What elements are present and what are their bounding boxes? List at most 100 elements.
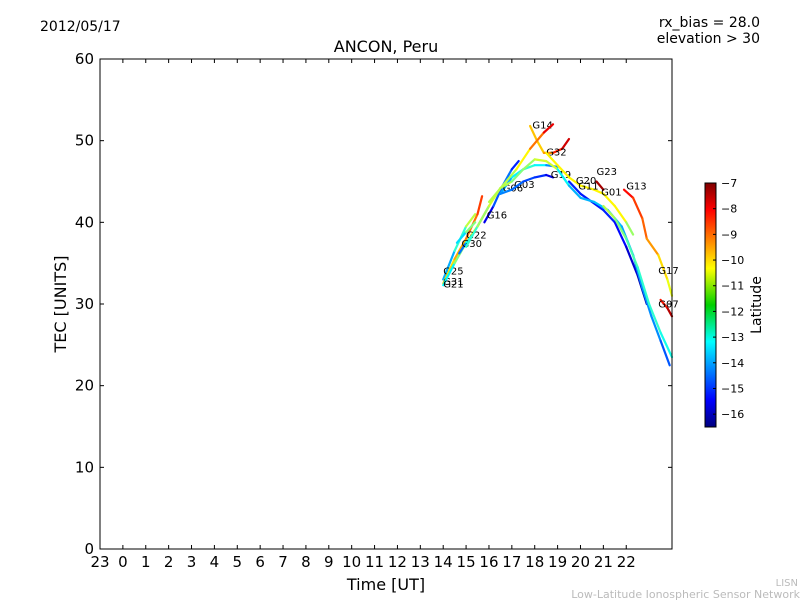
series-segment	[602, 209, 616, 224]
x-tick-label: 16	[479, 553, 498, 571]
series-segment	[483, 204, 495, 224]
series-label: G01	[601, 187, 621, 198]
series-segment	[645, 237, 660, 257]
plot-frame	[99, 58, 673, 550]
y-tick-label: 50	[75, 132, 94, 150]
colorbar-ticks: −7 −8 −9 −10 −11 −12 −13 −14 −15 −16	[713, 177, 744, 421]
colorbar-tick-label: −14	[721, 357, 744, 370]
series-segment	[499, 188, 513, 195]
series-g23: G23	[595, 167, 617, 191]
elevation-label: elevation > 30	[657, 31, 760, 47]
series-segment	[542, 123, 555, 134]
x-tick-label: 13	[411, 553, 430, 571]
x-tick-label: 20	[571, 553, 590, 571]
series-segment	[567, 176, 582, 187]
series-segment	[567, 180, 582, 195]
date-label: 2012/05/17	[40, 19, 121, 35]
series-segment	[613, 204, 628, 224]
series-segment	[622, 188, 635, 199]
x-tick-label: 23	[90, 553, 109, 571]
series-segment	[647, 302, 662, 334]
colorbar-tick-label: −8	[721, 203, 737, 216]
series-g17: G17	[602, 204, 679, 359]
series-segment	[657, 253, 669, 281]
x-tick-label: 19	[548, 553, 567, 571]
series-segment	[528, 131, 546, 150]
y-tick-label: 40	[75, 213, 94, 231]
x-tick-label: 12	[388, 553, 407, 571]
series-segment	[593, 188, 605, 195]
series-segment	[625, 221, 635, 236]
x-tick-label: 1	[141, 553, 151, 571]
colorbar-label: Latitude	[749, 276, 765, 334]
series-segment	[528, 124, 539, 142]
series-segment	[556, 164, 571, 179]
x-tick-label: 22	[617, 553, 636, 571]
series-segment	[545, 173, 555, 179]
series-segment	[522, 176, 536, 183]
series-g07: G07	[658, 298, 679, 318]
series-segment	[442, 262, 456, 287]
x-tick-label: 4	[210, 553, 220, 571]
series-segment	[579, 184, 596, 191]
series-g13: G13	[622, 182, 674, 297]
series-segment	[595, 180, 605, 191]
colorbar-tick-label: −9	[721, 228, 737, 241]
series-segment	[442, 249, 456, 281]
x-tick-label: 10	[342, 553, 361, 571]
series-segment	[625, 237, 639, 269]
series-label: G17	[658, 266, 678, 277]
series-segment	[641, 217, 648, 240]
x-tick-label: 0	[118, 553, 128, 571]
series-label: G31	[443, 277, 463, 288]
series-segment	[510, 160, 520, 171]
series-segment	[501, 168, 518, 187]
series-label: G32	[546, 147, 566, 158]
series-segment	[613, 221, 628, 248]
colorbar	[704, 182, 717, 428]
series-segment	[666, 307, 674, 318]
series-segment	[545, 151, 559, 167]
series-segment	[579, 196, 596, 203]
series-segment	[561, 137, 571, 150]
series-segment	[625, 245, 639, 277]
y-tick-label: 30	[75, 295, 94, 313]
series-segment	[636, 266, 651, 306]
x-tick-label: 9	[324, 553, 334, 571]
series-g32: G32	[487, 123, 567, 203]
series-segment	[476, 204, 491, 228]
series-segment	[533, 158, 548, 163]
y-tick-label: 60	[75, 50, 94, 68]
series-g20: G20	[545, 151, 635, 236]
colorbar-tick-label: −10	[721, 254, 744, 267]
x-tick-label: 11	[365, 553, 384, 571]
series-label: G21	[443, 280, 463, 291]
x-tick-label: 17	[502, 553, 521, 571]
series-segment	[666, 278, 674, 297]
footer-org-short: LISN	[776, 578, 798, 589]
series-segment	[515, 147, 532, 171]
series-segment	[458, 241, 468, 255]
x-tick-label: 14	[434, 553, 453, 571]
colorbar-tick-label: −12	[721, 305, 744, 318]
series-segment	[567, 184, 582, 199]
colorbar-tick-label: −11	[721, 280, 744, 293]
chart-title: ANCON, Peru	[334, 37, 438, 56]
series-segment	[510, 168, 525, 183]
x-tick-label: 3	[187, 553, 197, 571]
colorbar-tick-label: −7	[721, 177, 737, 190]
series-segment	[641, 286, 653, 318]
series-segment	[590, 200, 605, 212]
x-tick-label: 2	[164, 553, 174, 571]
series-segment	[465, 221, 477, 234]
y-tick-label: 20	[75, 377, 94, 395]
series-g01: G01	[556, 168, 671, 367]
series-segment	[533, 173, 548, 179]
x-tick-label: 8	[301, 553, 311, 571]
series-segment	[535, 139, 546, 154]
colorbar-tick-label: −15	[721, 382, 744, 395]
colorbar-tick-label: −13	[721, 331, 744, 344]
series-label: G13	[626, 182, 646, 193]
footer-org-full: Low-Latitude Ionospheric Sensor Network	[571, 588, 800, 600]
series-segment	[510, 180, 525, 191]
